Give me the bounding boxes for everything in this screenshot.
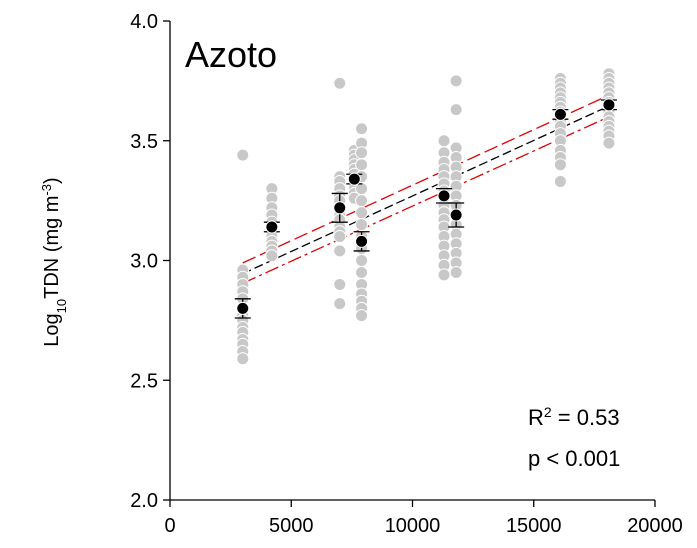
x-tick-label: 0 <box>164 515 175 537</box>
x-ticks: 0 5000 10000 15000 20000 <box>164 500 683 537</box>
raw-data-point <box>355 158 369 172</box>
y-tick-label: 3.5 <box>130 131 158 153</box>
y-axis-title: Log10TDN (mg m-3) <box>39 177 69 346</box>
raw-data-point <box>449 74 463 88</box>
raw-data-point <box>355 254 369 267</box>
regression-lines <box>242 94 610 284</box>
fit-line <box>242 105 610 275</box>
ci-lower-line <box>242 116 610 284</box>
raw-data-point <box>355 309 369 323</box>
r-squared-label: R2 = 0.53 <box>528 404 620 430</box>
raw-data-point <box>449 265 463 279</box>
raw-data-point <box>553 174 567 188</box>
mean-data-point <box>236 301 250 315</box>
x-tick-label: 20000 <box>627 515 683 537</box>
y-tick-label: 4.0 <box>130 11 158 33</box>
p-value-label: p < 0.001 <box>528 446 620 471</box>
raw-data-point <box>355 194 369 208</box>
raw-data-point <box>355 265 369 279</box>
raw-points-layer <box>236 67 616 366</box>
raw-data-point <box>236 352 250 366</box>
mean-data-point <box>602 98 616 112</box>
raw-data-point <box>333 76 347 90</box>
raw-data-point <box>355 122 369 136</box>
x-tick-label: 15000 <box>506 515 562 537</box>
raw-data-point <box>355 206 369 220</box>
raw-data-point <box>333 277 347 291</box>
raw-data-point <box>333 297 347 311</box>
raw-data-point <box>602 136 616 150</box>
x-tick-label: 5000 <box>269 515 314 537</box>
raw-data-point <box>355 218 369 232</box>
mean-data-point <box>553 107 567 121</box>
mean-data-point <box>437 189 451 203</box>
y-tick-label: 2.5 <box>130 370 158 392</box>
mean-data-point <box>333 201 347 215</box>
raw-data-point <box>355 146 369 160</box>
raw-data-point <box>437 268 451 282</box>
raw-data-point <box>449 103 463 117</box>
panel-title: Azoto <box>185 34 277 75</box>
mean-data-point <box>347 172 361 186</box>
y-ticks: 2.0 2.5 3.0 3.5 4.0 <box>130 11 170 512</box>
y-tick-label: 2.0 <box>130 490 158 512</box>
raw-data-point <box>437 134 451 148</box>
mean-data-point <box>265 220 279 234</box>
raw-data-point <box>333 230 347 244</box>
ci-upper-line <box>242 94 610 264</box>
mean-data-point <box>449 208 463 222</box>
raw-data-point <box>265 249 279 263</box>
mean-points-layer <box>236 98 616 315</box>
x-tick-label: 10000 <box>385 515 441 537</box>
raw-data-point <box>553 158 567 172</box>
raw-data-point <box>333 244 347 258</box>
y-tick-label: 3.0 <box>130 251 158 273</box>
raw-data-point <box>236 148 250 162</box>
mean-data-point <box>355 234 369 248</box>
